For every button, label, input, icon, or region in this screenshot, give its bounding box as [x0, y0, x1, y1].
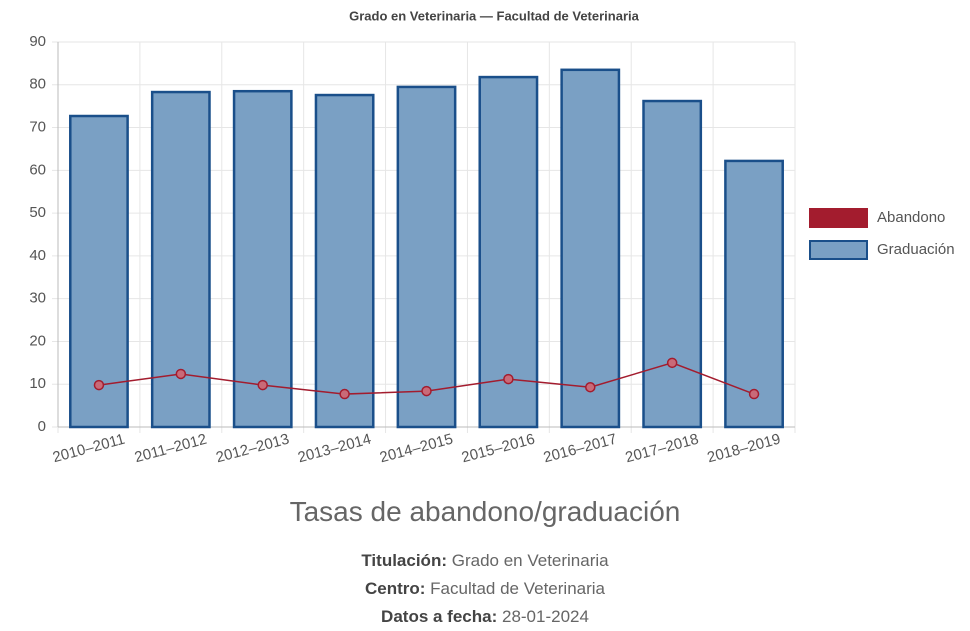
chart: Grado en Veterinaria — Facultad de Veter…	[29, 8, 955, 467]
legend-label: Abandono	[877, 209, 945, 226]
info-line: Centro: Facultad de Veterinaria	[0, 579, 970, 599]
point	[666, 357, 678, 369]
x-tick-label: 2013–2014	[296, 431, 373, 467]
y-tick-label: 50	[29, 204, 46, 221]
bar	[560, 68, 621, 429]
bar	[724, 159, 784, 429]
info-line: Titulación: Grado en Veterinaria	[0, 551, 970, 571]
info-label: Titulación:	[361, 551, 447, 570]
x-tick-label: 2018–2019	[705, 431, 782, 467]
y-tick-label: 40	[29, 247, 46, 264]
point	[421, 385, 432, 397]
y-tick-label: 30	[29, 290, 46, 307]
y-tick-label: 70	[29, 119, 46, 136]
x-tick-label: 2014–2015	[378, 431, 455, 467]
y-tick-label: 20	[29, 332, 46, 349]
info-label: Datos a fecha:	[381, 607, 498, 626]
x-tick-label: 2016–2017	[542, 431, 619, 467]
legend-swatch	[809, 208, 868, 228]
y-tick-label: 0	[38, 418, 46, 435]
chart-title: Grado en Veterinaria — Facultad de Veter…	[349, 8, 639, 23]
point	[748, 388, 760, 400]
point	[257, 379, 268, 391]
info-value: Grado en Veterinaria	[451, 551, 609, 570]
point	[339, 388, 350, 400]
x-tick-label: 2012–2013	[214, 431, 291, 467]
x-tick-label: 2011–2012	[133, 431, 209, 467]
y-tick-label: 60	[29, 161, 46, 178]
legend-label: Graduación	[877, 241, 955, 258]
info-label: Centro:	[364, 579, 426, 598]
y-tick-label: 90	[29, 33, 46, 50]
x-tick-label: 2015–2016	[460, 431, 537, 467]
bar	[232, 89, 293, 429]
point	[585, 381, 596, 393]
point	[93, 379, 105, 391]
legend-swatch	[809, 240, 868, 260]
caption-title: Tasas de abandono/graduación	[289, 496, 681, 527]
x-tick-label: 2017–2018	[624, 431, 701, 467]
y-tick-label: 80	[29, 76, 46, 93]
y-tick-label: 10	[29, 375, 46, 392]
info-value: Facultad de Veterinaria	[430, 579, 606, 598]
info-value: 28-01-2024	[501, 607, 589, 626]
point	[175, 368, 187, 380]
point	[503, 373, 514, 385]
bar	[642, 99, 703, 429]
info-line: Datos a fecha: 28-01-2024	[0, 607, 970, 627]
bar	[69, 114, 129, 429]
bar	[314, 93, 375, 429]
bar	[396, 85, 457, 429]
bar	[478, 75, 539, 429]
x-tick-label: 2010–2011	[51, 431, 127, 467]
